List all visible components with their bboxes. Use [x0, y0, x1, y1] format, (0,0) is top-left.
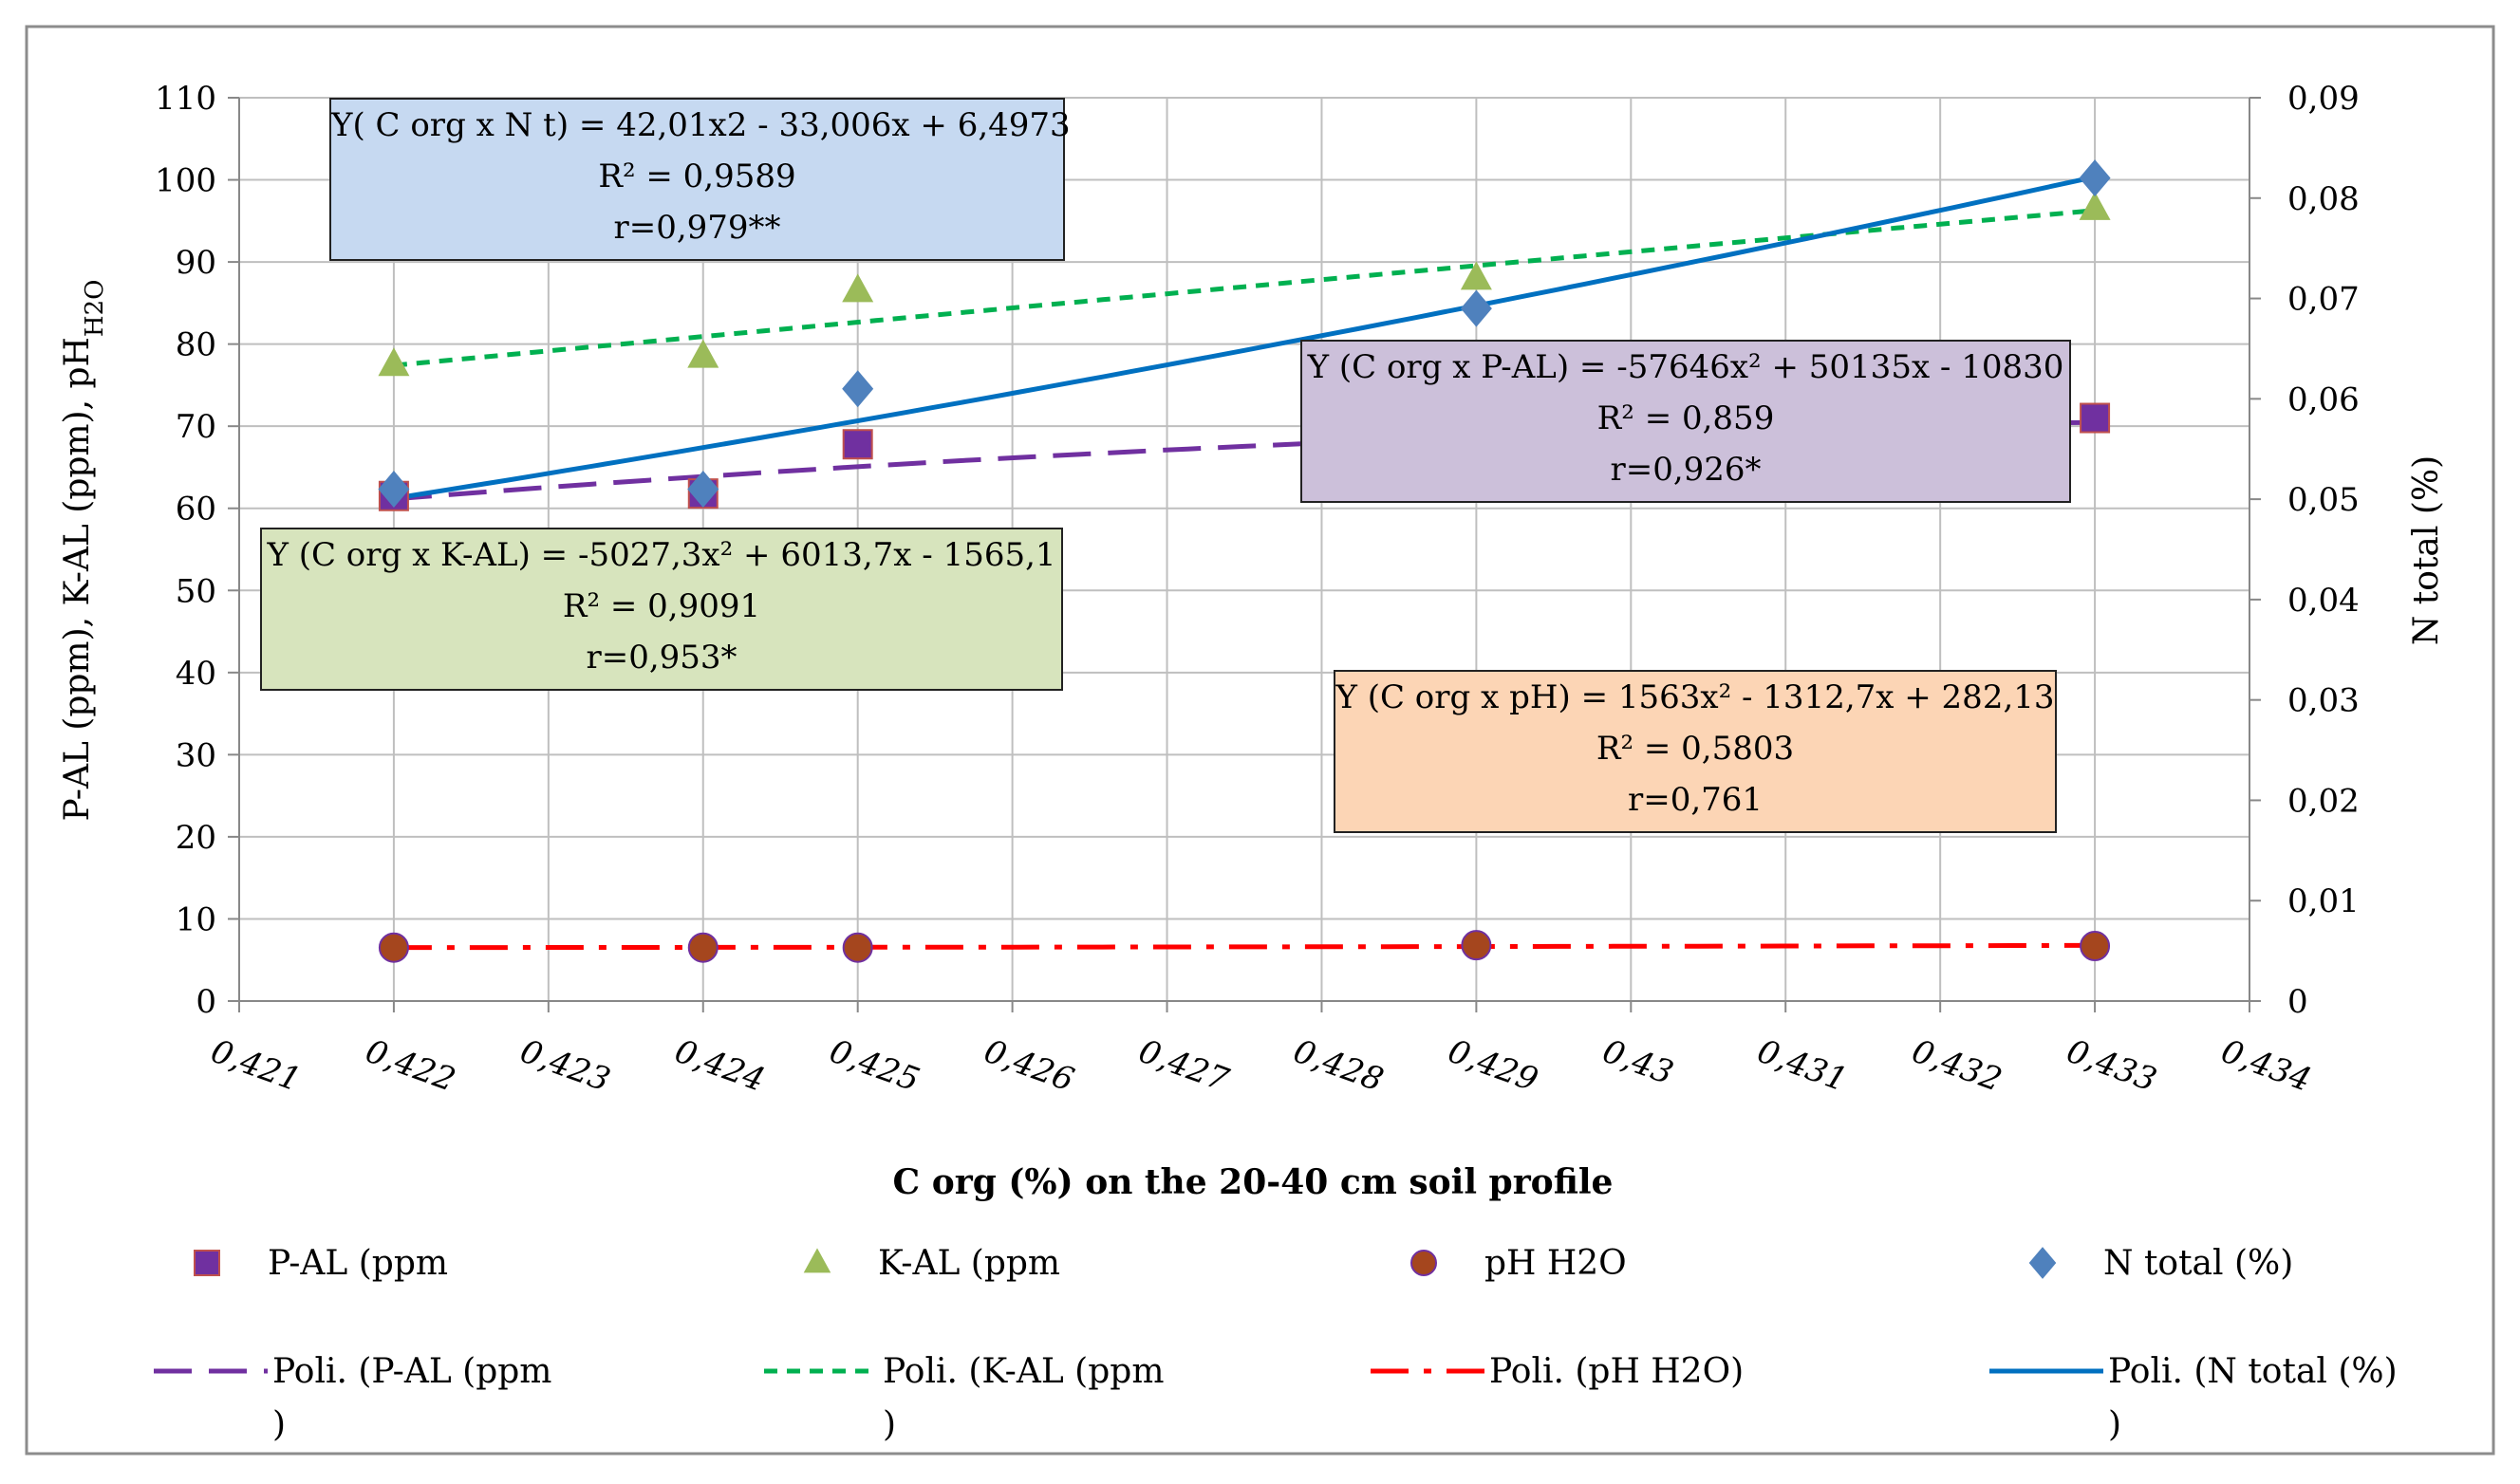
annotation-line: R² = 0,9091 [562, 587, 761, 625]
diamond-marker [1460, 289, 1492, 327]
annotation-line: r=0,926* [1610, 451, 1762, 489]
annotation-ntotal-equation: Y( C org x N t) = 42,01x2 - 33,006x + 6,… [329, 98, 1071, 261]
legend-trend-label: ) [883, 1405, 896, 1444]
y-right-tick-label: 0,08 [2287, 180, 2360, 218]
y-right-tick-label: 0,07 [2287, 281, 2360, 319]
square-marker [2080, 402, 2111, 434]
legend-trend-label: Poli. (K-AL (ppm [883, 1352, 1164, 1391]
y-right-tick-label: 0,09 [2287, 80, 2360, 118]
triangle-marker [842, 273, 874, 303]
diamond-marker [378, 471, 410, 509]
annotation-ph-equation: Y (C org x pH) = 1563x² - 1312,7x + 282,… [1334, 670, 2057, 833]
circle-marker [2080, 931, 2111, 962]
y-left-tick-label: 70 [176, 408, 216, 446]
y-left-tick-label: 10 [176, 900, 216, 938]
legend-trend-label: ) [2108, 1405, 2121, 1444]
y-right-tick-label: 0,06 [2287, 380, 2360, 418]
triangle-marker [687, 339, 719, 368]
y-right-axis-title: N total (%) [2407, 455, 2446, 645]
circle-marker [378, 932, 409, 963]
y-left-tick-label: 100 [155, 162, 216, 200]
trend-line [393, 942, 2096, 951]
annotation-line: Y( C org x N t) = 42,01x2 - 33,006x + 6,… [331, 106, 1071, 144]
square-marker [842, 429, 873, 460]
legend-marker-label: N total (%) [2103, 1244, 2293, 1283]
legend-marker-label: pH H2O [1484, 1244, 1627, 1283]
triangle-marker [1460, 261, 1492, 290]
legend: P-AL (ppm Poli. (P-AL (ppm) K-AL (ppm Poli.… [154, 1244, 2398, 1444]
trend-line [393, 174, 2096, 501]
annotation-pal-equation: Y (C org x P-AL) = -57646x² + 50135x - 1… [1300, 340, 2071, 503]
y-left-tick-label: 0 [196, 983, 216, 1021]
annotation-line: Y (C org x pH) = 1563x² - 1312,7x + 282,… [1335, 678, 2055, 716]
y-left-tick-label: 30 [176, 736, 216, 774]
annotation-line: r=0,953* [586, 639, 737, 677]
triangle-marker [378, 347, 410, 377]
y-left-tick-label: 60 [176, 491, 216, 529]
x-axis-title: C org (%) on the 20-40 cm soil profile [893, 1162, 1614, 1202]
y-left-tick-label: 90 [176, 244, 216, 282]
annotation-line: Y (C org x P-AL) = -57646x² + 50135x - 1… [1307, 348, 2064, 386]
diamond-marker [687, 471, 719, 509]
legend-marker-label: P-AL (ppm [268, 1244, 448, 1283]
annotation-line: R² = 0,9589 [598, 158, 796, 195]
legend-trend-label: Poli. (N total (%) [2108, 1352, 2398, 1391]
y-left-tick-label: 50 [176, 572, 216, 610]
triangle-marker [803, 1248, 831, 1273]
y-right-tick-label: 0 [2287, 983, 2308, 1021]
triangle-marker [2079, 191, 2111, 220]
axes [228, 97, 2261, 1012]
diamond-marker [2028, 1247, 2057, 1279]
square-marker [194, 1250, 220, 1276]
y-left-tick-label: 40 [176, 655, 216, 693]
y-left-tick-label: 20 [176, 819, 216, 857]
y-left-axis-title-subscript: H2O [81, 280, 109, 338]
trend-lines [393, 174, 2096, 951]
y-right-tick-label: 0,01 [2287, 882, 2360, 920]
y-right-tick-label: 0,04 [2287, 582, 2360, 620]
legend-trend-label: Poli. (P-AL (ppm [272, 1352, 551, 1391]
trend-line [393, 419, 2096, 502]
chart-outer-border [25, 25, 2495, 1456]
y-left-tick-label: 110 [155, 80, 216, 118]
circle-marker [1410, 1250, 1437, 1276]
annotation-line: R² = 0,859 [1596, 399, 1775, 437]
annotation-line: Y (C org x K-AL) = -5027,3x² + 6013,7x -… [267, 536, 1056, 574]
circle-marker [687, 932, 719, 963]
annotation-line: R² = 0,5803 [1596, 730, 1795, 768]
circle-marker [842, 932, 873, 963]
diamond-marker [842, 370, 874, 408]
legend-marker-label: K-AL (ppm [878, 1244, 1060, 1283]
y-right-tick-label: 0,05 [2287, 481, 2360, 519]
y-right-tick-label: 0,03 [2287, 682, 2360, 720]
circle-marker [1461, 930, 1492, 961]
y-left-tick-label: 80 [176, 326, 216, 364]
annotation-line: r=0,761 [1627, 781, 1764, 819]
legend-trend-label: ) [272, 1405, 286, 1444]
legend-trend-label: Poli. (pH H2O) [1489, 1352, 1744, 1391]
annotation-kal-equation: Y (C org x K-AL) = -5027,3x² + 6013,7x -… [260, 528, 1063, 691]
y-right-tick-label: 0,02 [2287, 782, 2360, 820]
diamond-marker [2079, 159, 2111, 197]
annotation-line: r=0,979** [613, 209, 781, 247]
